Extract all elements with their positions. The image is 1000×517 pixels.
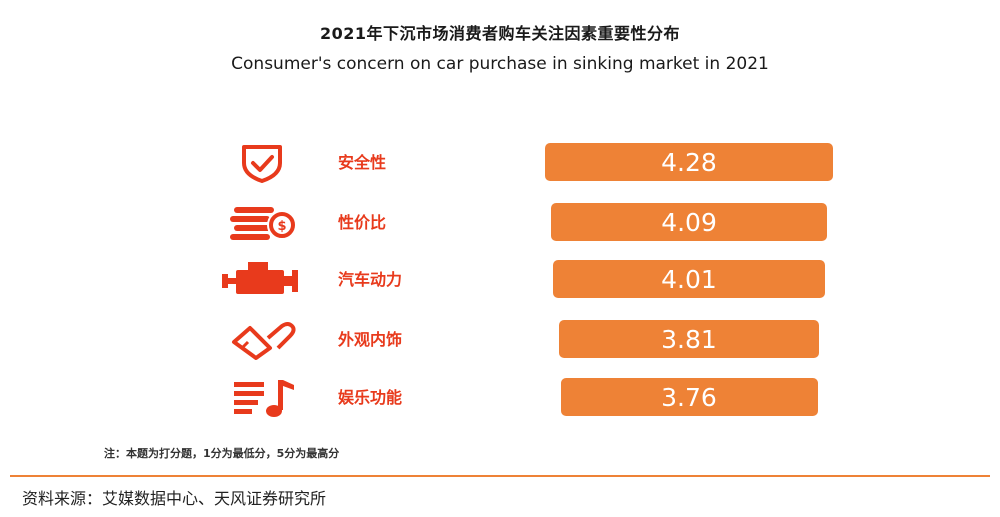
bar: 3.81	[559, 320, 819, 358]
bar: 3.76	[560, 378, 818, 416]
music-note-icon	[234, 380, 294, 417]
category-label: 汽车动力	[338, 270, 403, 289]
svg-text:$: $	[277, 219, 286, 234]
footnote: 注：本题为打分题，1分为最低分，5分为最高分	[104, 447, 340, 460]
bar-row: 娱乐功能 3.76	[0, 376, 1000, 420]
bar-row: 外观内饰 3.81	[0, 318, 1000, 362]
divider	[10, 475, 990, 477]
chart-title-en: Consumer's concern on car purchase in si…	[231, 54, 769, 74]
bar: 4.28	[545, 143, 833, 181]
chart-title-cn: 2021年下沉市场消费者购车关注因素重要性分布	[319, 24, 681, 43]
category-label: 外观内饰	[338, 330, 403, 349]
coins-dollar-icon: $	[230, 207, 297, 240]
paint-brush-icon	[232, 322, 296, 360]
bar-row: 安全性 4.28	[0, 141, 1000, 185]
bar: 4.09	[550, 203, 828, 241]
category-label: 安全性	[338, 153, 387, 172]
bar-row: $ 性价比 4.09	[0, 201, 1000, 245]
category-label: 性价比	[338, 213, 387, 232]
shield-check-icon	[242, 145, 282, 183]
engine-icon	[222, 262, 298, 294]
bar-row: 汽车动力 4.01	[0, 258, 1000, 302]
source-text: 资料来源：艾媒数据中心、天风证券研究所	[22, 489, 327, 508]
category-label: 娱乐功能	[338, 388, 403, 407]
bar: 4.01	[553, 260, 825, 298]
